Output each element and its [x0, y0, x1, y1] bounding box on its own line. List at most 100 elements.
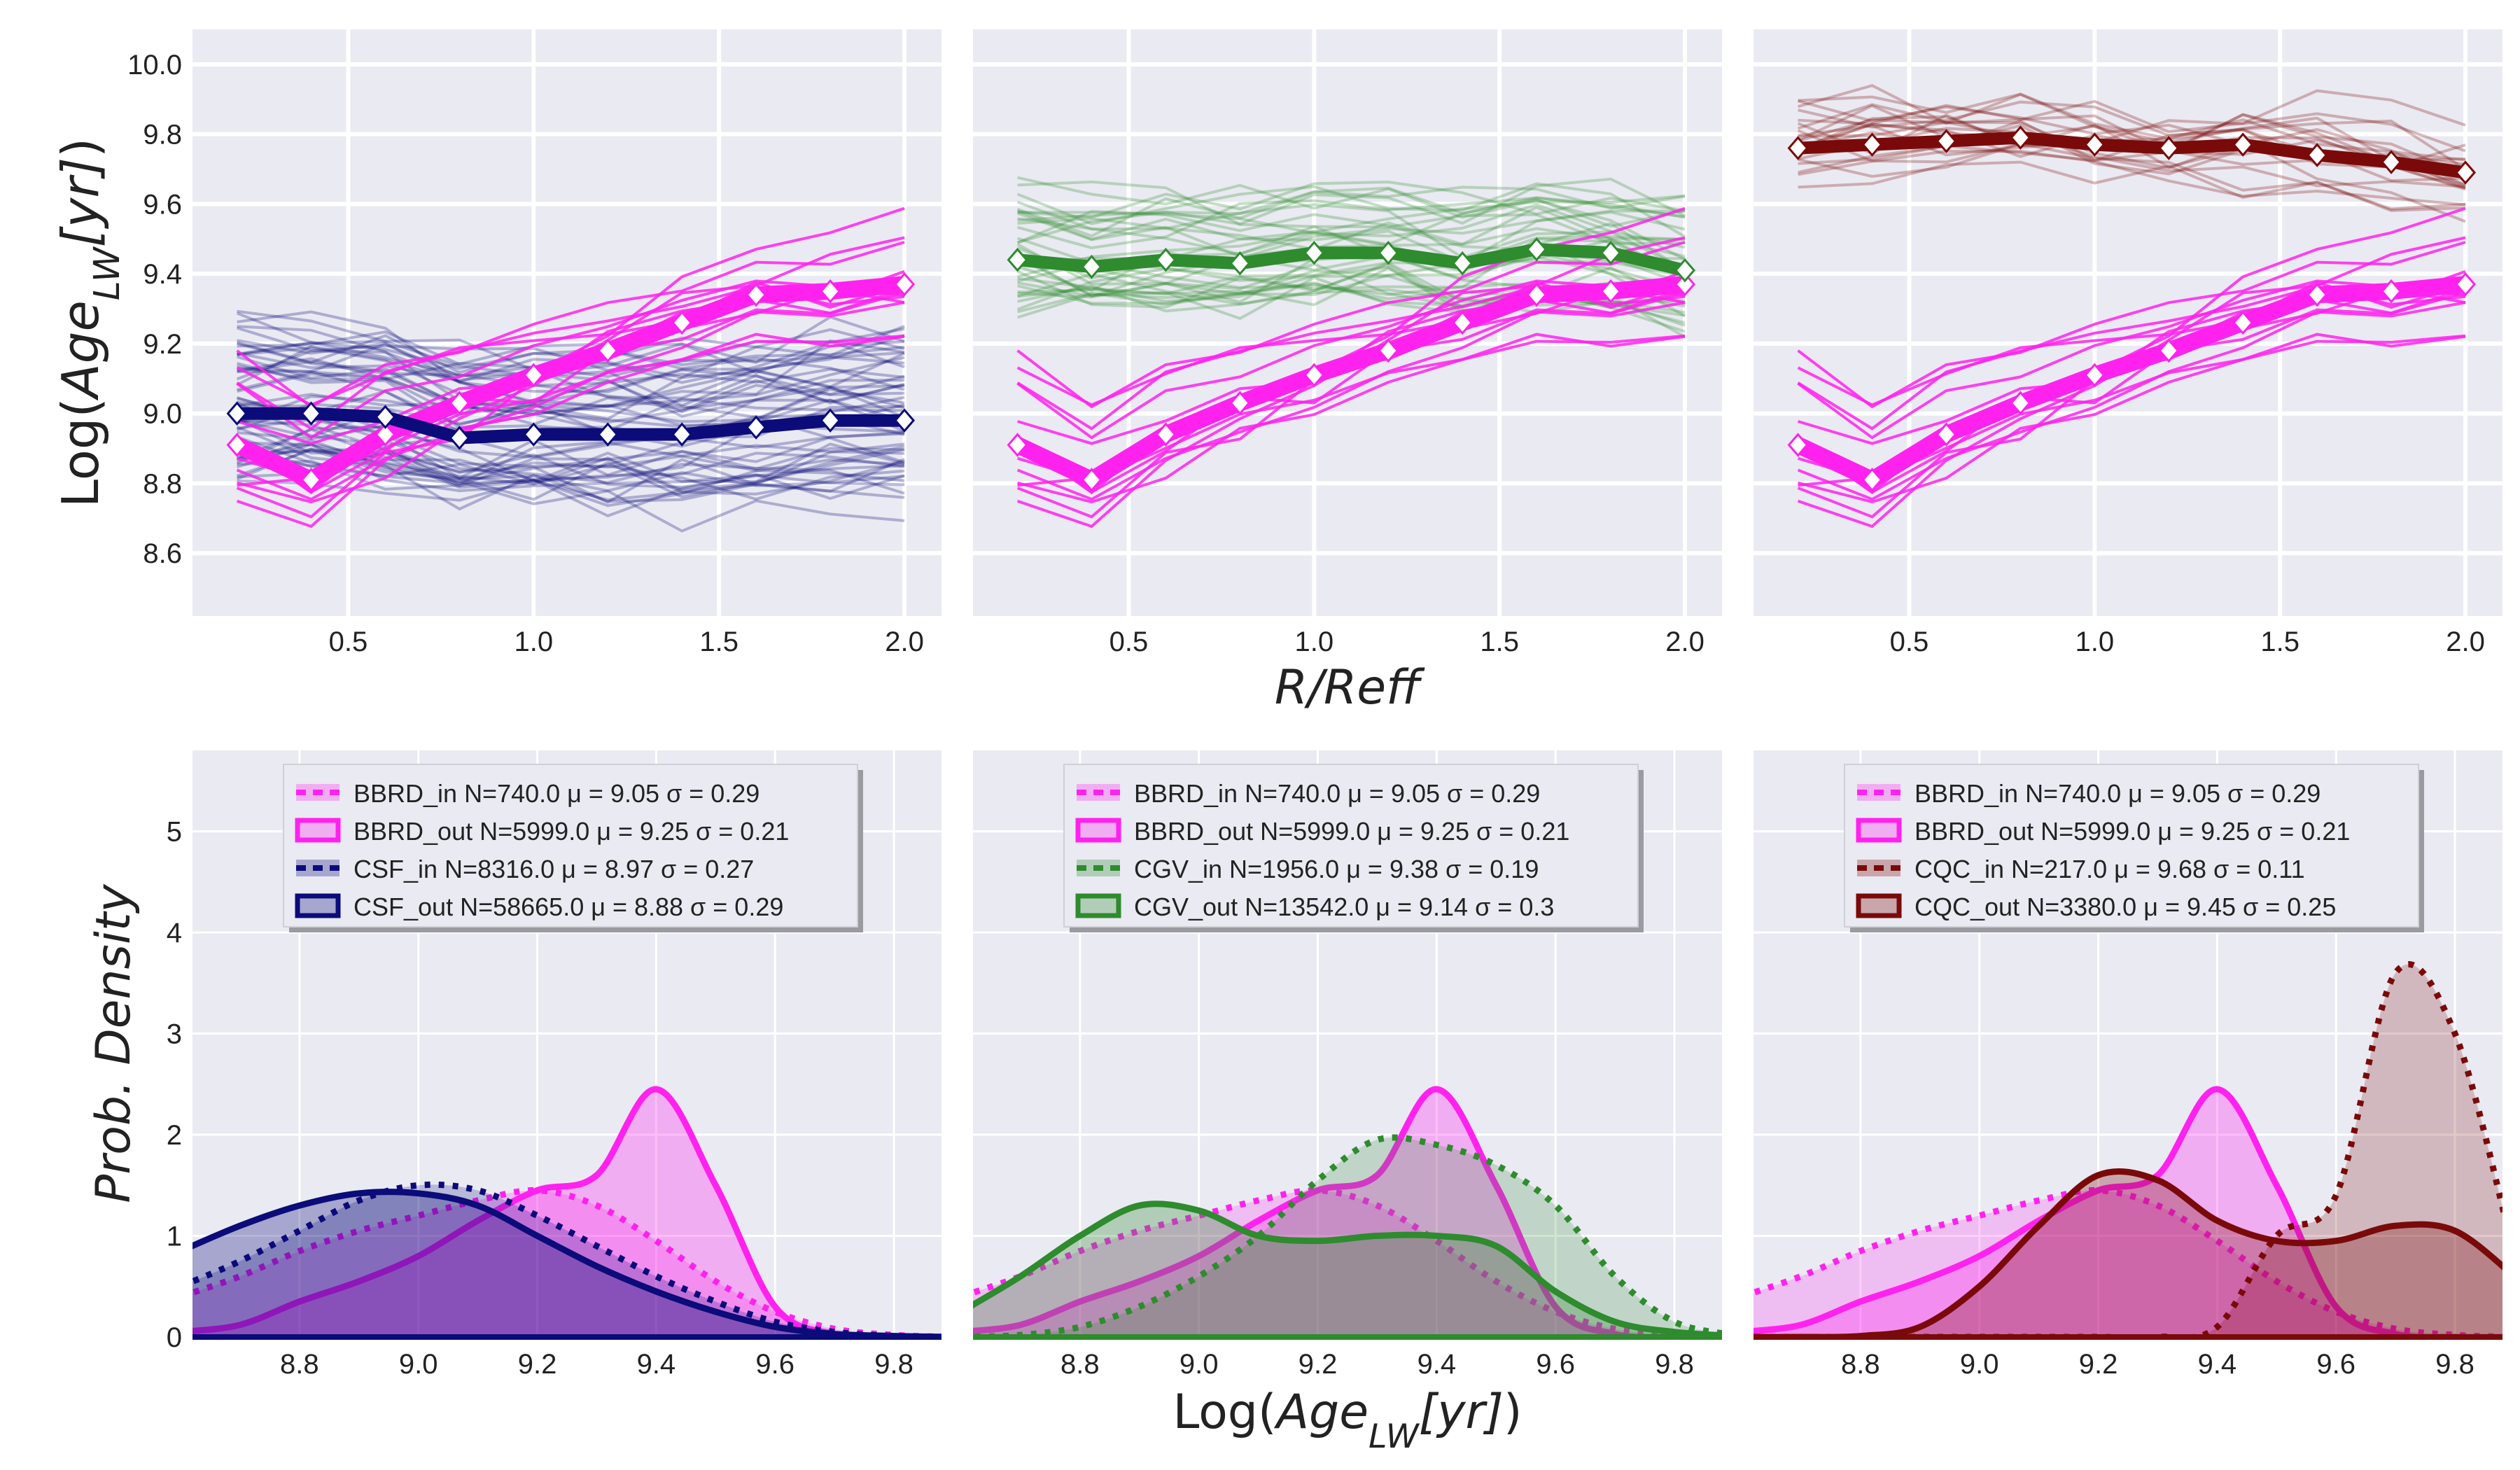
density-line-0 — [973, 1186, 1722, 1337]
median-marker — [449, 391, 470, 416]
median-marker — [1081, 254, 1102, 279]
x-tick-label: 9.0 — [399, 1349, 438, 1380]
legend-entry: CSF_out N=58665.0 μ = 8.88 σ = 0.29 — [354, 892, 783, 921]
individual-profile — [1017, 234, 1686, 319]
individual-profile — [236, 312, 905, 387]
bbrd-individual-profile — [1798, 334, 2466, 504]
x-tick-label: 0.5 — [1890, 626, 1929, 657]
legend-entry: BBRD_out N=5999.0 μ = 9.25 σ = 0.21 — [1134, 817, 1569, 846]
median-marker — [671, 422, 693, 447]
bbrd-individual-profile — [1016, 301, 1686, 501]
legend-swatch — [1856, 818, 1902, 843]
x-tick-label: 9.0 — [1960, 1349, 1999, 1380]
median-marker — [2084, 132, 2106, 157]
individual-profile — [1017, 196, 1686, 250]
individual-profile — [237, 330, 905, 374]
plot-area — [973, 29, 1722, 616]
individual-profile — [1798, 160, 2466, 212]
median-marker — [1155, 422, 1177, 447]
individual-profile — [1798, 127, 2466, 188]
x-axis-label: R/Reff — [1275, 660, 1425, 715]
density-fill — [192, 1184, 941, 1337]
median-marker — [374, 422, 396, 447]
x-tick-label: 1.5 — [2260, 626, 2300, 657]
legend-entry: CQC_in N=217.0 μ = 9.68 σ = 0.11 — [1914, 855, 2305, 883]
bbrd-individual-profile — [236, 301, 905, 501]
svg-text:Log(AgeLW[yr]): Log(AgeLW[yr]) — [1173, 1385, 1522, 1456]
median-line-cgv — [1016, 243, 1687, 276]
individual-profile — [236, 428, 905, 489]
individual-profile — [236, 401, 905, 482]
bbrd-individual-profile — [1797, 290, 2466, 494]
x-tick-label: 9.4 — [637, 1349, 676, 1380]
individual-profile — [237, 351, 905, 382]
density-line-3 — [973, 1200, 1722, 1337]
median-marker — [300, 401, 322, 426]
median-marker — [1155, 247, 1177, 272]
individual-profile — [237, 339, 905, 433]
plot-area — [1754, 29, 2502, 616]
individual-profile — [1798, 112, 2466, 153]
median-marker — [2455, 272, 2477, 297]
bbrd-individual-profile — [1797, 241, 2466, 409]
median-marker — [1861, 468, 1883, 492]
median-marker — [597, 338, 619, 363]
individual-profile — [1798, 89, 2466, 143]
median-marker — [2306, 282, 2328, 307]
median-marker — [1081, 468, 1102, 492]
legend: BBRD_in N=740.0 μ = 9.05 σ = 0.29 BBRD_ou… — [1844, 764, 2424, 932]
individual-profile — [1017, 176, 1686, 261]
legend-entry: BBRD_in N=740.0 μ = 9.05 σ = 0.29 — [1134, 779, 1540, 808]
bbrd-individual-profile — [236, 290, 905, 494]
median-marker — [1935, 129, 1957, 153]
median-marker — [2158, 136, 2180, 160]
y-tick-label: 9.4 — [143, 259, 182, 290]
individual-profile — [1797, 104, 2466, 178]
median-marker — [1452, 251, 1474, 276]
individual-profile — [1017, 261, 1686, 307]
individual-profile — [237, 356, 905, 419]
y-axis-label: Log(AgeLW[yr]) — [51, 138, 127, 507]
plot-area — [192, 29, 941, 616]
median-line-bbrd — [233, 276, 906, 489]
y-tick-label: 2 — [167, 1120, 182, 1151]
individual-profile — [237, 418, 905, 480]
density-fill — [192, 1191, 941, 1337]
median-marker — [597, 422, 619, 447]
median-marker — [1378, 338, 1399, 363]
y-axis-label: Prob. Density — [86, 884, 141, 1203]
legend-entry: BBRD_in N=740.0 μ = 9.05 σ = 0.29 — [354, 779, 760, 808]
x-tick-label: 8.8 — [1841, 1349, 1880, 1380]
median-line-bbrd — [1014, 276, 1686, 489]
individual-profile — [1016, 209, 1686, 291]
density-fill — [1754, 1171, 2502, 1337]
density-line-1 — [1754, 1086, 2502, 1337]
median-marker — [1526, 282, 1548, 307]
x-tick-label: 2.0 — [2446, 626, 2485, 657]
median-marker — [2084, 363, 2106, 388]
individual-profile — [236, 344, 905, 408]
x-tick-label: 9.4 — [2198, 1349, 2237, 1380]
median-marker — [820, 279, 841, 304]
median-marker — [1229, 391, 1251, 416]
individual-profile — [237, 414, 905, 501]
x-tick-label: 9.2 — [2079, 1349, 2118, 1380]
median-marker — [226, 401, 248, 426]
legend-entry: BBRD_out N=5999.0 μ = 9.25 σ = 0.21 — [1914, 817, 2350, 846]
individual-profile — [236, 379, 905, 465]
bbrd-individual-profile — [1797, 279, 2466, 440]
density-panel-bottom-left: 8.8 9.0 9.2 9.4 9.6 9.8 0 1 2 3 4 5 BBRD_in N=740.0 … — [86, 750, 941, 1380]
y-tick-label: 9.8 — [143, 120, 182, 150]
median-marker — [671, 310, 693, 335]
median-marker — [1526, 237, 1548, 262]
x-tick-label: 9.2 — [518, 1349, 557, 1380]
individual-profile — [237, 458, 905, 507]
median-marker — [449, 426, 470, 450]
legend-entry: BBRD_out N=5999.0 μ = 9.25 σ = 0.21 — [354, 817, 789, 846]
individual-profile — [1016, 200, 1686, 272]
individual-profile — [1017, 180, 1686, 219]
individual-profile — [1798, 84, 2466, 162]
individual-profile — [1016, 211, 1686, 311]
individual-profile — [1017, 186, 1686, 222]
